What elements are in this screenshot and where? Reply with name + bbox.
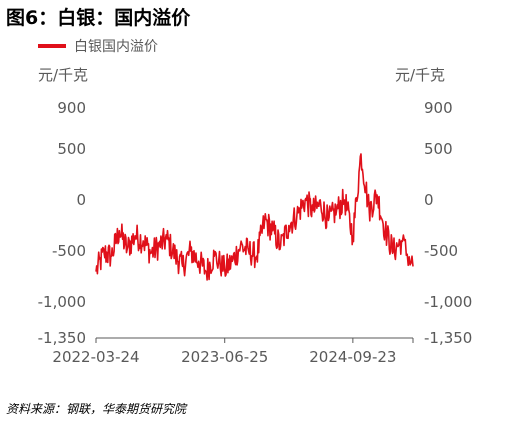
legend-swatch bbox=[38, 44, 66, 48]
data-point bbox=[384, 230, 386, 232]
data-point bbox=[264, 219, 266, 221]
data-point bbox=[304, 199, 306, 201]
data-point bbox=[327, 219, 329, 221]
y-unit-left: 元/千克 bbox=[38, 66, 88, 84]
data-point bbox=[360, 153, 362, 155]
data-point bbox=[344, 199, 346, 201]
y-unit-right: 元/千克 bbox=[395, 66, 445, 84]
chart-title: 图6：白银：国内溢价 bbox=[6, 7, 191, 29]
data-point bbox=[280, 245, 282, 247]
y-tick-label-right: 0 bbox=[424, 191, 434, 209]
x-tick-label: 2024-09-23 bbox=[309, 348, 396, 366]
data-point bbox=[110, 255, 112, 257]
data-point bbox=[320, 204, 322, 206]
data-point bbox=[248, 250, 250, 252]
data-point bbox=[256, 255, 258, 257]
data-point bbox=[134, 235, 136, 237]
y-tick-label-left: 500 bbox=[57, 140, 86, 158]
data-point bbox=[224, 269, 226, 271]
legend-label: 白银国内溢价 bbox=[74, 39, 158, 55]
x-tick-label: 2023-06-25 bbox=[181, 348, 268, 366]
data-point bbox=[150, 252, 152, 254]
data-point bbox=[412, 265, 414, 267]
source-note: 资料来源：钢联，华泰期货研究院 bbox=[6, 402, 187, 416]
data-point bbox=[239, 245, 241, 247]
data-point bbox=[231, 260, 233, 262]
data-point bbox=[175, 255, 177, 257]
y-tick-label-right: -1,350 bbox=[424, 329, 472, 347]
series-line-silver-premium bbox=[95, 153, 414, 281]
y-tick-label-right: 900 bbox=[424, 99, 453, 117]
data-point bbox=[312, 209, 314, 211]
data-point bbox=[158, 245, 160, 247]
y-tick-label-left: -500 bbox=[52, 242, 86, 260]
y-tick-label-right: 500 bbox=[424, 140, 453, 158]
y-tick-label-right: -500 bbox=[424, 242, 458, 260]
data-point bbox=[126, 248, 128, 250]
y-tick-label-left: 0 bbox=[76, 191, 86, 209]
data-point bbox=[190, 250, 192, 252]
data-point bbox=[352, 235, 354, 237]
data-point bbox=[376, 194, 378, 196]
data-point bbox=[213, 255, 215, 257]
legend: 白银国内溢价 bbox=[38, 36, 158, 56]
y-tick-label-left: -1,000 bbox=[38, 293, 86, 311]
data-point bbox=[118, 230, 120, 232]
data-point bbox=[95, 271, 97, 273]
y-tick-label-left: 900 bbox=[57, 99, 86, 117]
data-point bbox=[296, 214, 298, 216]
data-point bbox=[272, 230, 274, 232]
data-point bbox=[198, 260, 200, 262]
y-tick-label-right: -1,000 bbox=[424, 293, 472, 311]
data-point bbox=[288, 225, 290, 227]
data-point bbox=[368, 209, 370, 211]
data-point bbox=[400, 240, 402, 242]
data-point bbox=[336, 209, 338, 211]
data-point bbox=[166, 238, 168, 240]
x-tick-label: 2022-03-24 bbox=[52, 348, 139, 366]
data-point bbox=[182, 265, 184, 267]
data-point bbox=[205, 271, 207, 273]
y-tick-label-left: -1,350 bbox=[38, 329, 86, 347]
data-point bbox=[392, 250, 394, 252]
data-point bbox=[103, 252, 105, 254]
data-point bbox=[142, 240, 144, 242]
